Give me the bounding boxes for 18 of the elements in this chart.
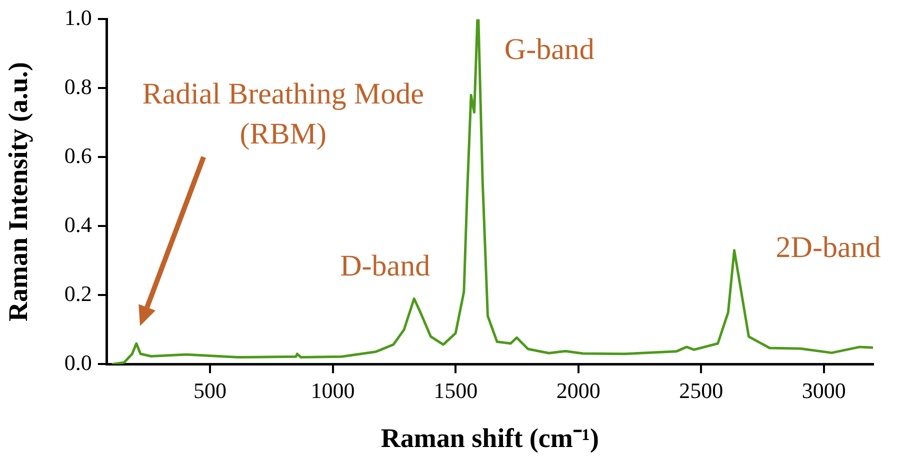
x-tick-label: 2000 [556, 378, 600, 404]
y-axis-title: Raman Intensity (a.u.) [3, 62, 34, 322]
y-tick-label: 0.6 [64, 142, 92, 168]
x-tick-label: 500 [194, 378, 227, 404]
y-tick-label: 0.2 [64, 280, 92, 306]
annotation: Radial Breathing Mode (RBM) [142, 78, 424, 151]
x-tick-label: 2500 [679, 378, 724, 404]
y-tick-label: 0.4 [64, 212, 92, 237]
y-tick-label: 0.0 [64, 350, 92, 375]
x-axis-title: Raman shift (cm⁻¹) [380, 422, 599, 453]
annotation: G-band [504, 33, 594, 66]
x-tick-label: 1000 [310, 378, 355, 404]
x-tick-label: 1500 [434, 378, 478, 404]
annotation: 2D-band [776, 231, 881, 264]
y-tick-label: 1.0 [64, 4, 92, 30]
y-tick-label: 0.8 [64, 74, 92, 99]
x-tick-label: 3000 [802, 378, 846, 404]
annotation: D-band [340, 250, 430, 283]
